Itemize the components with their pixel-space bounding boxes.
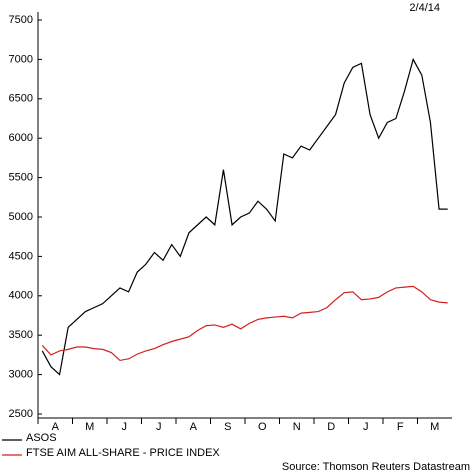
chart-date: 2/4/14 [409, 2, 440, 14]
x-tick-label: O [258, 421, 267, 433]
y-tick-label: 4500 [9, 250, 33, 262]
x-tick-label: A [190, 421, 198, 433]
x-tick-label: F [397, 421, 404, 433]
x-tick-label: D [327, 421, 335, 433]
y-tick-label: 3500 [9, 329, 33, 341]
x-tick-label: J [363, 421, 369, 433]
y-tick-label: 5000 [9, 211, 33, 223]
y-tick-label: 2500 [9, 408, 33, 420]
y-tick-label: 3000 [9, 369, 33, 381]
x-tick-label: A [52, 421, 60, 433]
legend-label: ASOS [26, 432, 57, 444]
y-tick-label: 7500 [9, 14, 33, 26]
y-tick-label: 6500 [9, 93, 33, 105]
x-tick-label: N [293, 421, 301, 433]
x-tick-label: J [122, 421, 128, 433]
x-tick-label: M [85, 421, 94, 433]
series-line [41, 57, 448, 376]
x-tick-label: J [156, 421, 162, 433]
x-tick-label: S [224, 421, 231, 433]
y-tick-label: 4000 [9, 290, 33, 302]
y-tick-label: 7000 [9, 53, 33, 65]
legend-label: FTSE AIM ALL-SHARE - PRICE INDEX [26, 447, 220, 459]
series-line [41, 285, 448, 362]
source-note: Source: Thomson Reuters Datastream [282, 461, 470, 473]
x-tick-label: M [430, 421, 439, 433]
y-tick-label: 6000 [9, 132, 33, 144]
y-tick-label: 5500 [9, 172, 33, 184]
